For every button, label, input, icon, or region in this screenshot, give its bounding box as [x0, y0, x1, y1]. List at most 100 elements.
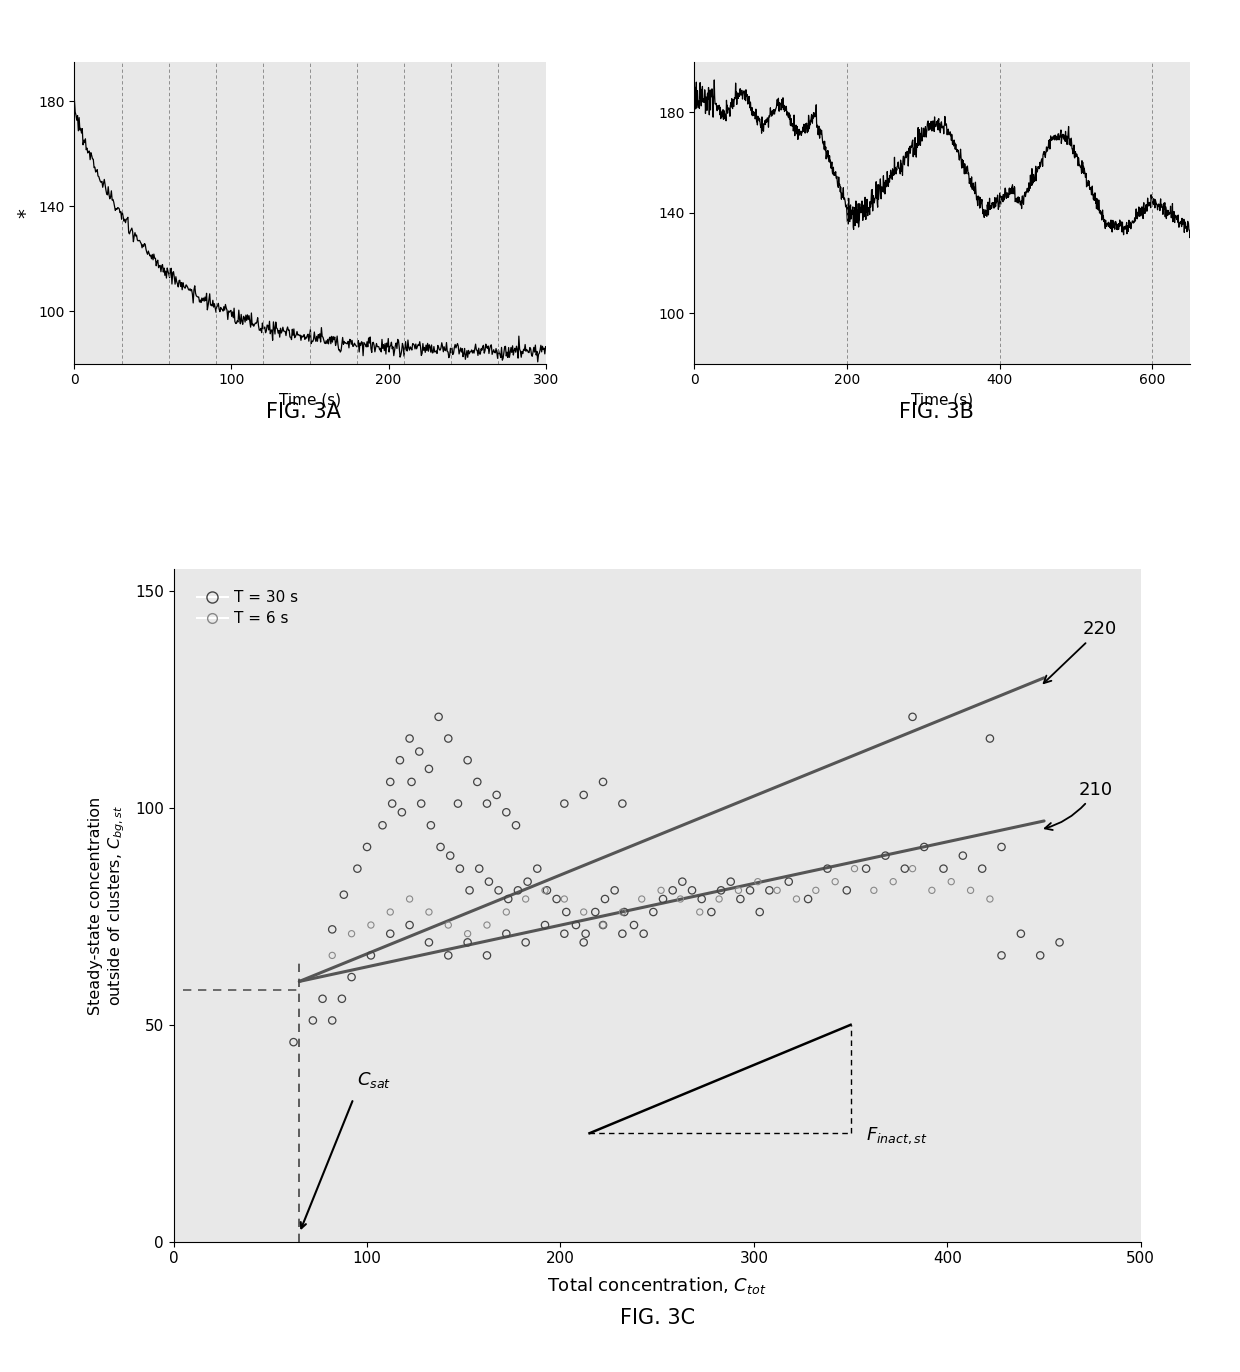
Point [536, 879, 556, 901]
Point [651, 879, 671, 901]
Point [992, 944, 1012, 966]
Point [799, 888, 818, 910]
Point [1049, 932, 1069, 954]
Point [439, 727, 459, 749]
Text: 210: 210 [1045, 781, 1114, 830]
Point [448, 793, 467, 815]
Point [440, 845, 460, 867]
Point [826, 871, 846, 893]
Point [711, 879, 730, 901]
Point [980, 888, 999, 910]
Point [844, 858, 864, 879]
Point [574, 783, 594, 805]
Point [489, 879, 508, 901]
Point [768, 879, 787, 901]
Point [702, 901, 722, 923]
Y-axis label: Steady-state concentration
outside of clusters, $\mathit{C}_{bg,st}$: Steady-state concentration outside of cl… [88, 796, 126, 1015]
Point [477, 944, 497, 966]
Point [720, 871, 740, 893]
Point [613, 793, 632, 815]
Point [430, 836, 450, 858]
Point [496, 901, 516, 923]
Point [487, 783, 507, 805]
X-axis label: Total concentration, $\mathit{C}_{tot}$: Total concentration, $\mathit{C}_{tot}$ [547, 1275, 768, 1295]
Point [941, 871, 961, 893]
Point [875, 845, 895, 867]
Text: FIG. 3A: FIG. 3A [267, 402, 341, 423]
Point [1030, 944, 1050, 966]
Point [671, 888, 691, 910]
Point [613, 901, 632, 923]
Point [409, 741, 429, 763]
Point [779, 871, 799, 893]
Point [381, 901, 401, 923]
Point [574, 901, 594, 923]
Point [914, 836, 934, 858]
Point [469, 858, 489, 879]
Point [547, 888, 567, 910]
Point [748, 871, 768, 893]
Point [672, 871, 692, 893]
Point [429, 705, 449, 727]
Point [477, 914, 497, 936]
Point [392, 801, 412, 823]
Point [342, 966, 362, 988]
Point [557, 901, 577, 923]
Point [613, 923, 632, 945]
Text: $C_{sat}$: $C_{sat}$ [357, 1070, 392, 1089]
Point [856, 858, 875, 879]
Point [692, 888, 712, 910]
Point [498, 888, 518, 910]
Point [536, 914, 556, 936]
Point [361, 914, 381, 936]
Point [361, 944, 381, 966]
Point [496, 923, 516, 945]
Point [593, 914, 613, 936]
Point [934, 858, 954, 879]
Point [817, 858, 837, 879]
Point [595, 888, 615, 910]
Point [574, 932, 594, 954]
Point [399, 727, 419, 749]
Point [786, 888, 806, 910]
X-axis label: Time (s): Time (s) [911, 392, 973, 407]
X-axis label: Time (s): Time (s) [279, 392, 341, 407]
Point [1011, 923, 1030, 945]
Y-axis label: *: * [16, 207, 36, 218]
Point [496, 801, 516, 823]
Point [458, 749, 477, 771]
Point [653, 888, 673, 910]
Point [467, 771, 487, 793]
Point [961, 879, 981, 901]
Point [382, 793, 402, 815]
Point [420, 815, 440, 837]
Point [527, 858, 547, 879]
Point [322, 1010, 342, 1032]
Point [399, 914, 419, 936]
Point [575, 923, 595, 945]
Point [381, 923, 401, 945]
Point [537, 879, 557, 901]
Point [759, 879, 779, 901]
Point [357, 836, 377, 858]
Point [634, 923, 653, 945]
Point [439, 914, 459, 936]
Point [883, 871, 903, 893]
Point [450, 858, 470, 879]
Point [740, 879, 760, 901]
Point [460, 879, 480, 901]
Point [347, 858, 367, 879]
Point [479, 871, 498, 893]
Point [372, 815, 392, 837]
Point [412, 793, 432, 815]
Point [303, 1010, 322, 1032]
Point [903, 858, 923, 879]
Point [334, 884, 353, 906]
Point [730, 888, 750, 910]
Point [806, 879, 826, 901]
Point [750, 901, 770, 923]
Point [952, 845, 972, 867]
Point [903, 705, 923, 727]
Point [709, 888, 729, 910]
Point [593, 914, 613, 936]
